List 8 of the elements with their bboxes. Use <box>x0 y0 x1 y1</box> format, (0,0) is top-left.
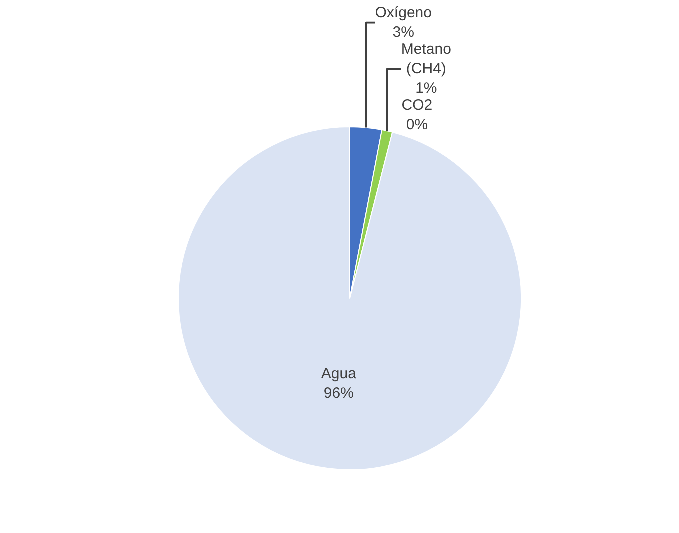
data-label: 3% <box>392 24 414 42</box>
data-label: 1% <box>416 80 438 98</box>
slice-label: Metano (CH4) <box>401 41 452 78</box>
category-label: CO2 <box>402 97 433 114</box>
text: 0% <box>406 116 428 134</box>
slice-label: Agua <box>321 365 358 382</box>
data-label: 96% <box>324 384 354 402</box>
slice-label: Oxígeno <box>375 4 432 22</box>
